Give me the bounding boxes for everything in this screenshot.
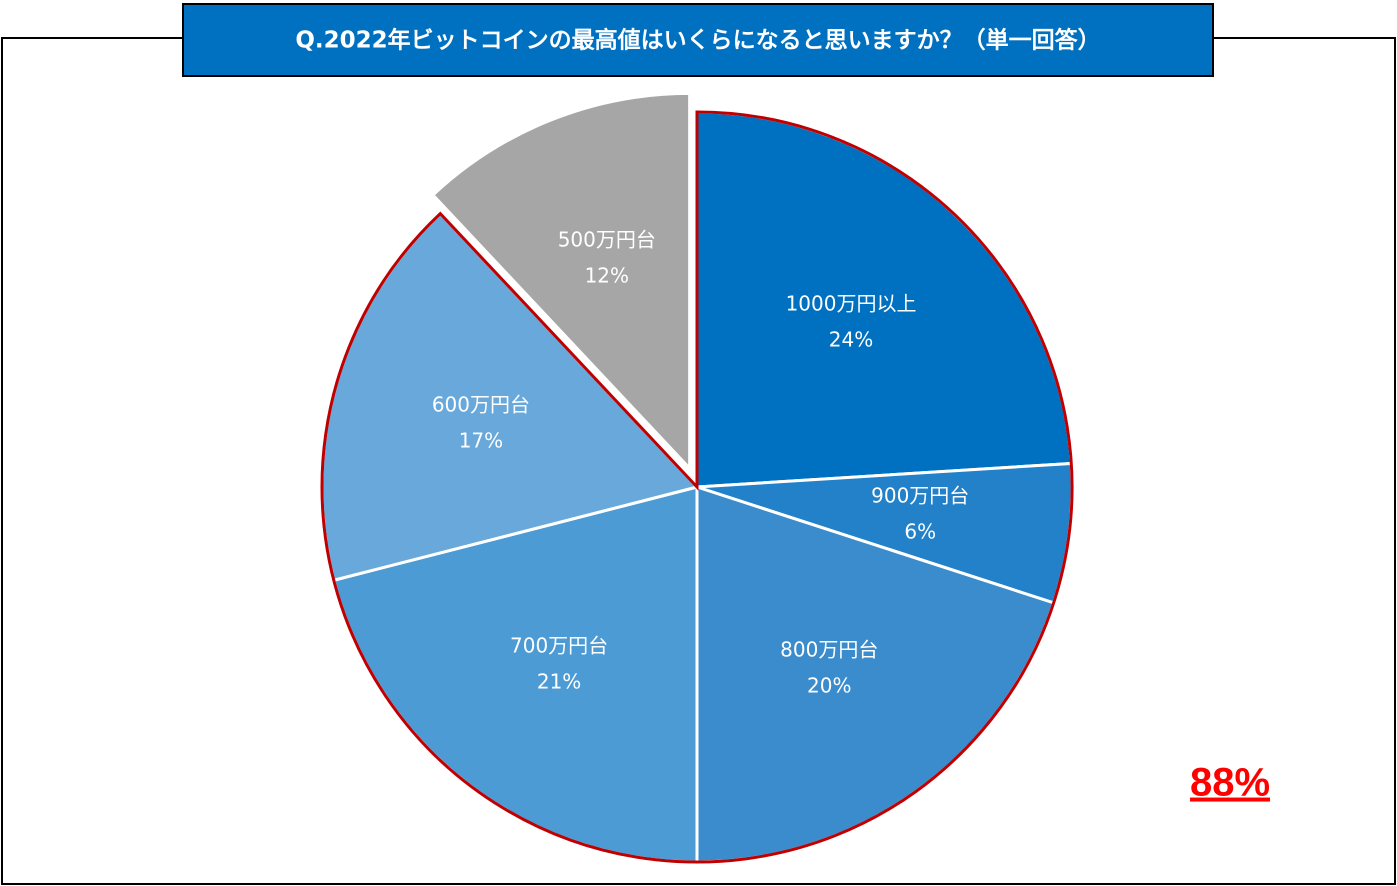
slice-label: 800万円台 [780,638,878,662]
slice-value-label: 12% [585,264,629,288]
highlight-outline [320,110,1074,864]
slice-value-label: 24% [829,327,873,351]
slice-label: 900万円台 [871,484,969,508]
pie: 1000万円以上 24% 900万円台 6% 800万円台 20% 700万円台 21% 600… [320,91,1074,864]
slice-label: 700万円台 [510,633,608,657]
chart-title: Q.2022年ビットコインの最高値はいくらになると思いますか？（単一回答） [295,27,1100,54]
slice-value-label: 20% [807,674,851,698]
slice-value-label: 6% [904,520,936,544]
slice-label: 600万円台 [432,393,530,417]
title-box [182,3,1214,77]
slice-value-label: 21% [537,669,581,693]
slice-label: 500万円台 [558,228,656,252]
slice-value-label: 17% [459,429,503,453]
pie-slice [430,91,692,473]
annotation: 88% [1190,761,1270,805]
slice-label: 1000万円以上 [786,291,917,315]
